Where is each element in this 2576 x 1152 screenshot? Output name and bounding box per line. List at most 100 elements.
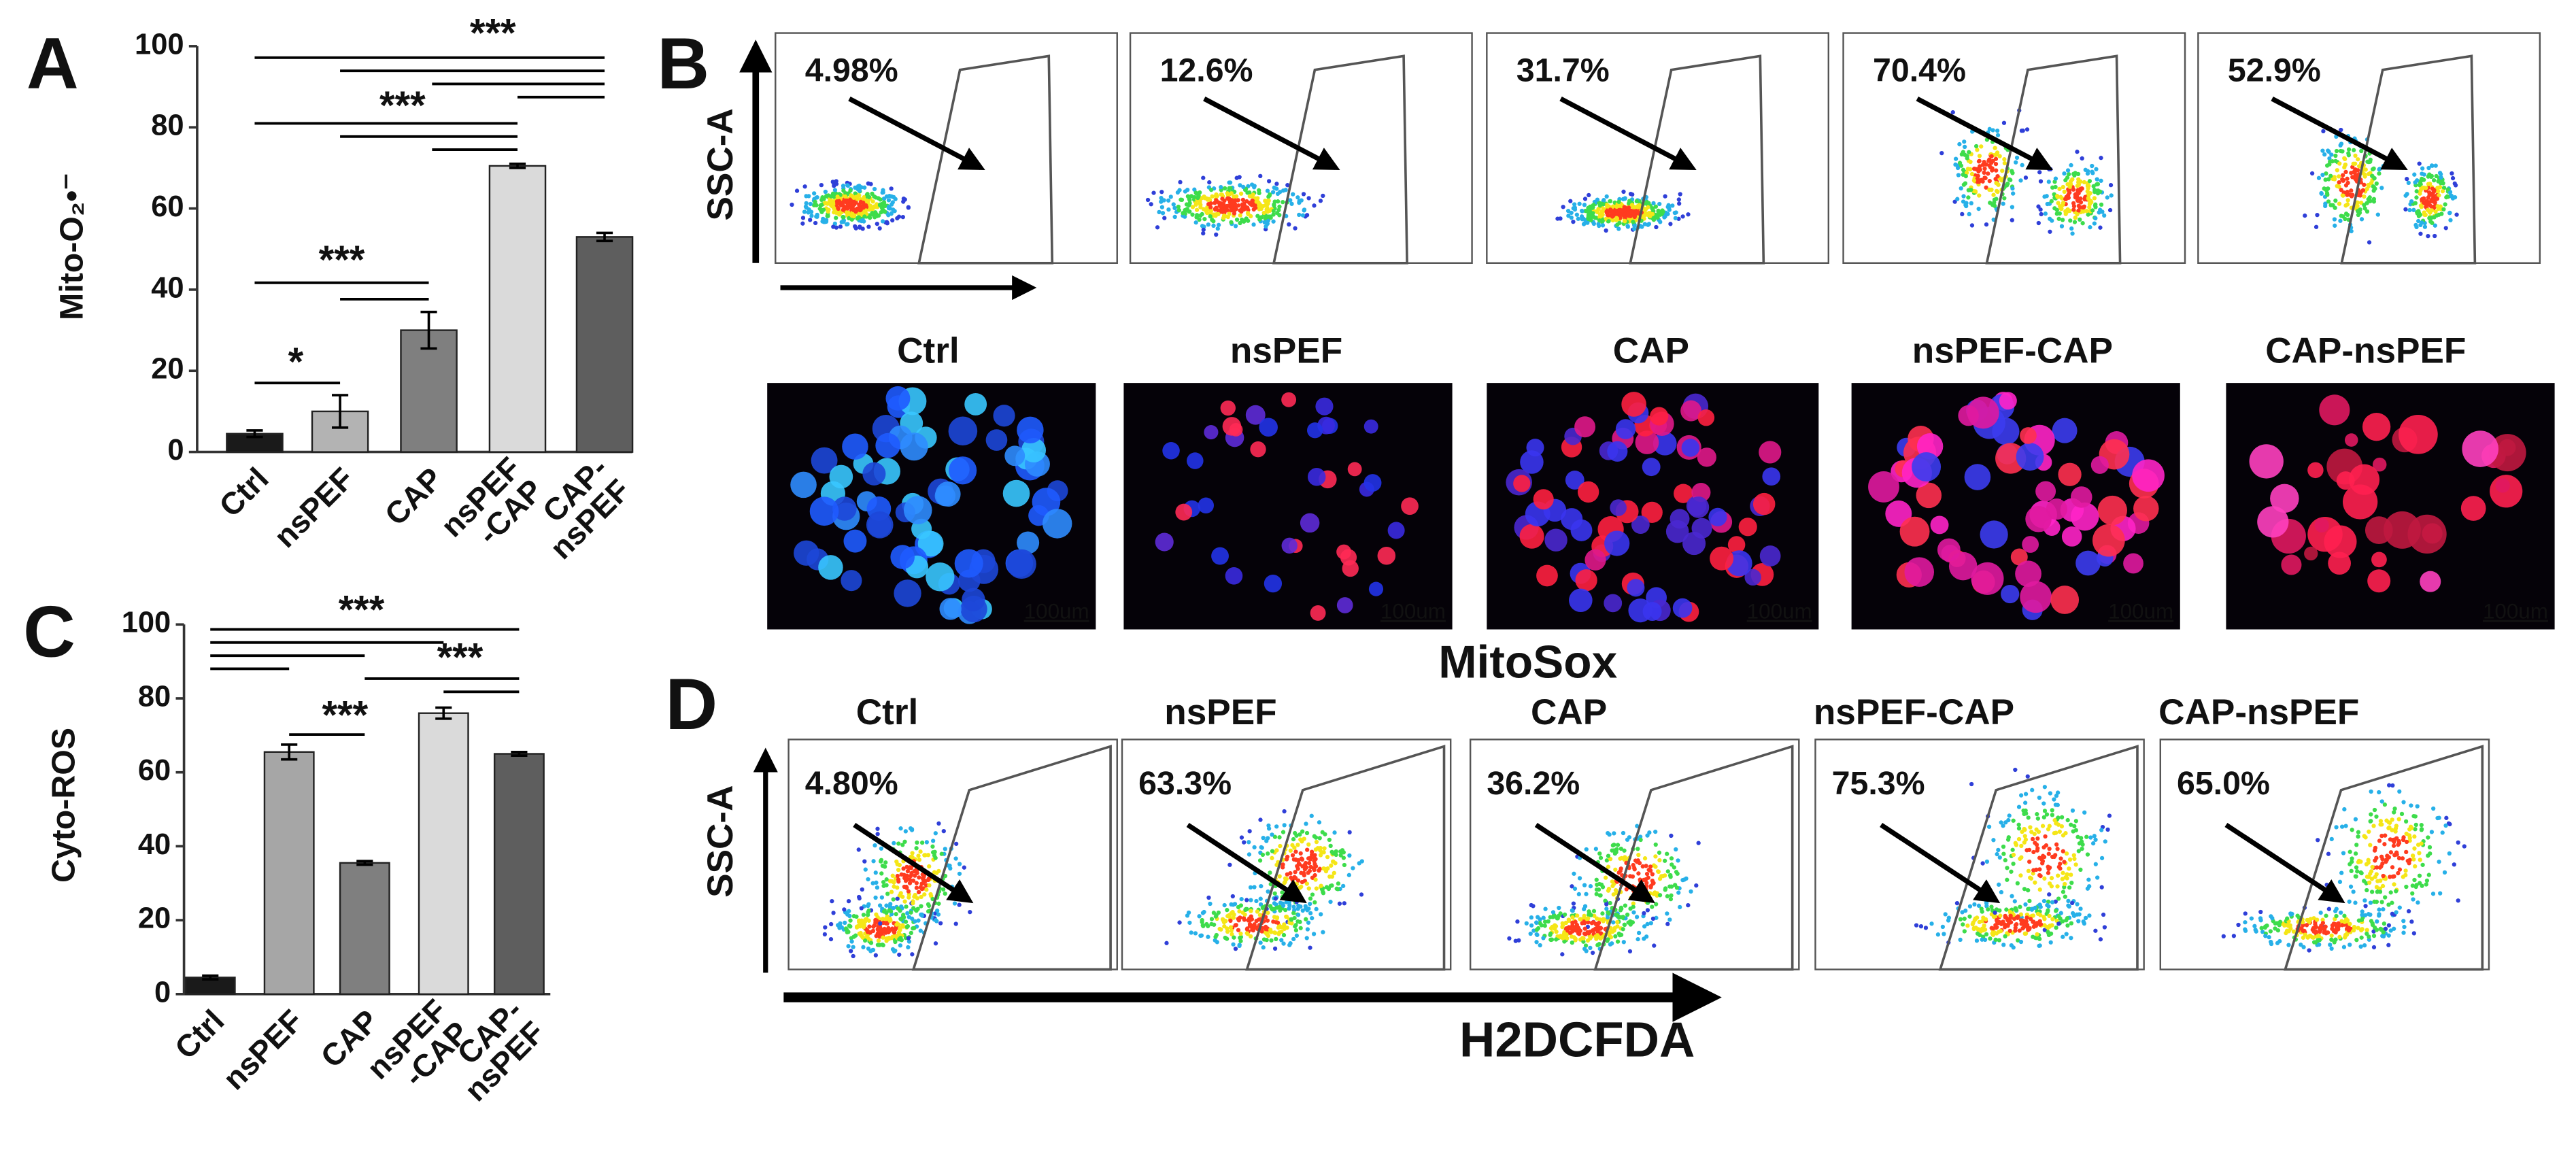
event-dot	[2363, 167, 2368, 172]
cell	[890, 545, 915, 569]
event-dot	[1263, 199, 1268, 203]
event-dot	[831, 911, 836, 915]
event-dot	[2018, 939, 2024, 945]
event-dot	[2407, 207, 2412, 213]
event-dot	[914, 881, 919, 885]
event-dot	[883, 860, 888, 865]
event-dot	[1650, 211, 1655, 216]
event-dot	[2462, 844, 2467, 849]
event-dot	[2076, 208, 2081, 213]
event-dot	[1259, 845, 1264, 850]
cell	[2344, 433, 2358, 447]
event-dot	[1234, 217, 1240, 222]
event-dot	[2447, 821, 2452, 827]
event-dot	[1214, 932, 1219, 938]
y-tick-label: 60	[138, 754, 171, 787]
event-dot	[1612, 851, 1618, 856]
event-dot	[1332, 870, 1336, 875]
event-dot	[953, 856, 958, 861]
event-dot	[861, 913, 866, 917]
event-dot	[1614, 913, 1620, 917]
cell	[1610, 499, 1627, 516]
event-dot	[1669, 833, 1674, 838]
event-dot	[2076, 849, 2081, 853]
event-dot	[2054, 842, 2059, 847]
event-dot	[1298, 904, 1303, 909]
event-dot	[2352, 925, 2357, 930]
event-dot	[1595, 197, 1600, 202]
event-dot	[2333, 205, 2337, 210]
event-dot	[2326, 177, 2331, 182]
event-dot	[1984, 222, 1989, 227]
event-dot	[1976, 903, 1982, 908]
event-dot	[1151, 190, 1156, 195]
event-dot	[2452, 862, 2456, 867]
event-dot	[2401, 837, 2406, 843]
event-dot	[901, 196, 906, 201]
event-dot	[2411, 897, 2416, 902]
event-dot	[2052, 206, 2057, 211]
event-dot	[2379, 186, 2384, 190]
event-dot	[851, 195, 856, 200]
cell	[1250, 441, 1266, 458]
event-dot	[1623, 855, 1627, 860]
event-dot	[2378, 819, 2384, 824]
event-dot	[892, 194, 896, 200]
event-dot	[1977, 919, 1982, 925]
event-dot	[1571, 219, 1576, 224]
event-dot	[1222, 918, 1227, 923]
event-dot	[1958, 917, 1963, 921]
error-bar	[435, 706, 452, 720]
event-dot	[1665, 851, 1670, 856]
event-dot	[2386, 855, 2392, 860]
event-dot	[871, 859, 876, 864]
event-dot	[2348, 884, 2354, 889]
event-dot	[1287, 903, 1292, 908]
event-dot	[1992, 200, 1997, 205]
event-dot	[2033, 880, 2037, 885]
event-dot	[2377, 907, 2382, 912]
cell	[1999, 392, 2017, 410]
event-dot	[2420, 197, 2424, 202]
event-dot	[2092, 834, 2097, 838]
event-dot	[2284, 928, 2290, 933]
event-dot	[1980, 909, 1984, 914]
event-dot	[2288, 912, 2294, 917]
cell	[1155, 532, 1174, 552]
event-dot	[2359, 148, 2364, 154]
event-dot	[2339, 141, 2344, 146]
event-dot	[1328, 899, 1333, 904]
error-bar	[596, 231, 613, 243]
event-dot	[1592, 913, 1597, 918]
event-dot	[2369, 812, 2373, 817]
event-dot	[2400, 856, 2405, 861]
event-dot	[1289, 884, 1293, 889]
event-dot	[1209, 917, 1215, 921]
event-dot	[2086, 877, 2091, 882]
event-dot	[1988, 158, 1993, 164]
event-dot	[2018, 912, 2024, 917]
event-dot	[866, 181, 870, 186]
event-dot	[886, 213, 891, 218]
cell	[2097, 495, 2127, 526]
event-dot	[1995, 129, 2000, 133]
event-dot	[2390, 900, 2394, 905]
event-dot	[1613, 208, 1618, 213]
event-dot	[2088, 190, 2092, 196]
event-dot	[2007, 928, 2012, 933]
event-dot	[2277, 923, 2282, 928]
event-dot	[2078, 867, 2083, 872]
event-dot	[1201, 227, 1206, 232]
event-dot	[861, 200, 866, 205]
event-dot	[1264, 924, 1268, 930]
event-dot	[1565, 208, 1571, 214]
event-dot	[1164, 941, 1169, 945]
event-dot	[1645, 921, 1650, 927]
event-dot	[2365, 887, 2369, 893]
event-dot	[1969, 781, 1974, 787]
event-dot	[1507, 936, 1512, 941]
event-dot	[879, 895, 885, 900]
event-dot	[2016, 826, 2022, 831]
event-dot	[2407, 861, 2411, 866]
event-dot	[922, 892, 927, 897]
